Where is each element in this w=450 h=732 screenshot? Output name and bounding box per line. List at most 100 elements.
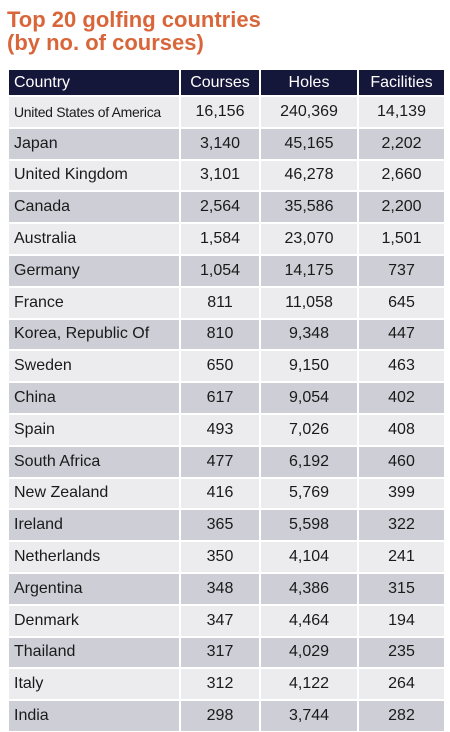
table-row: New Zealand 416 5,769 399 <box>9 478 444 509</box>
table-row: Spain 493 7,026 408 <box>9 414 444 445</box>
facilities-cell: 408 <box>359 414 444 445</box>
table-row: China 617 9,054 402 <box>9 383 444 413</box>
column-header-country: Country <box>9 70 179 95</box>
courses-cell: 810 <box>181 319 259 350</box>
country-cell: Thailand <box>9 637 179 668</box>
table-row: Ireland 365 5,598 322 <box>9 510 444 541</box>
country-cell: Denmark <box>9 605 179 636</box>
country-cell: Korea, Republic Of <box>9 319 179 350</box>
facilities-cell: 463 <box>359 351 444 382</box>
country-cell: Netherlands <box>9 542 179 572</box>
holes-cell: 240,369 <box>261 97 357 127</box>
courses-cell: 16,156 <box>181 97 259 127</box>
facilities-cell: 1,501 <box>359 224 444 254</box>
country-cell: Spain <box>9 414 179 445</box>
facilities-cell: 645 <box>359 287 444 318</box>
holes-cell: 6,192 <box>261 446 357 477</box>
courses-cell: 347 <box>181 605 259 636</box>
country-cell: Germany <box>9 255 179 286</box>
column-header-facilities: Facilities <box>359 70 444 95</box>
holes-cell: 7,026 <box>261 414 357 445</box>
table-row: South Africa 477 6,192 460 <box>9 446 444 477</box>
holes-cell: 35,586 <box>261 192 357 223</box>
holes-cell: 23,070 <box>261 224 357 254</box>
facilities-cell: 402 <box>359 383 444 413</box>
holes-cell: 4,464 <box>261 605 357 636</box>
table-row: United States of America 16,156 240,369 14,… <box>9 97 444 127</box>
holes-cell: 46,278 <box>261 160 357 191</box>
table-row: United Kingdom 3,101 46,278 2,660 <box>9 160 444 191</box>
country-cell: Italy <box>9 669 179 700</box>
holes-cell: 11,058 <box>261 287 357 318</box>
table-row: Australia 1,584 23,070 1,501 <box>9 224 444 254</box>
courses-cell: 493 <box>181 414 259 445</box>
table-body: United States of America 16,156 240,369 14,… <box>9 97 444 731</box>
courses-cell: 1,054 <box>181 255 259 286</box>
table-row: Netherlands 350 4,104 241 <box>9 542 444 572</box>
facilities-cell: 2,200 <box>359 192 444 223</box>
table-row: Italy 312 4,122 264 <box>9 669 444 700</box>
country-cell: United Kingdom <box>9 160 179 191</box>
facilities-cell: 2,660 <box>359 160 444 191</box>
facilities-cell: 322 <box>359 510 444 541</box>
chart-title: Top 20 golfing countries (by no. of cour… <box>7 8 443 54</box>
facilities-cell: 737 <box>359 255 444 286</box>
facilities-cell: 315 <box>359 573 444 604</box>
country-cell: China <box>9 383 179 413</box>
table-row: Denmark 347 4,464 194 <box>9 605 444 636</box>
holes-cell: 3,744 <box>261 701 357 731</box>
facilities-cell: 2,202 <box>359 128 444 159</box>
facilities-cell: 460 <box>359 446 444 477</box>
column-header-courses: Courses <box>181 70 259 95</box>
holes-cell: 9,150 <box>261 351 357 382</box>
table-row: Canada 2,564 35,586 2,200 <box>9 192 444 223</box>
holes-cell: 45,165 <box>261 128 357 159</box>
table-row: Japan 3,140 45,165 2,202 <box>9 128 444 159</box>
courses-cell: 348 <box>181 573 259 604</box>
facilities-cell: 447 <box>359 319 444 350</box>
courses-cell: 317 <box>181 637 259 668</box>
country-cell: France <box>9 287 179 318</box>
holes-cell: 4,029 <box>261 637 357 668</box>
holes-cell: 9,054 <box>261 383 357 413</box>
country-cell: Ireland <box>9 510 179 541</box>
table-row: Thailand 317 4,029 235 <box>9 637 444 668</box>
courses-cell: 650 <box>181 351 259 382</box>
country-cell: New Zealand <box>9 478 179 509</box>
country-cell: India <box>9 701 179 731</box>
facilities-cell: 399 <box>359 478 444 509</box>
chart-title-line-2: (by no. of courses) <box>7 30 204 55</box>
courses-cell: 3,140 <box>181 128 259 159</box>
holes-cell: 9,348 <box>261 319 357 350</box>
courses-cell: 811 <box>181 287 259 318</box>
courses-cell: 1,584 <box>181 224 259 254</box>
table-row: France 811 11,058 645 <box>9 287 444 318</box>
holes-cell: 4,104 <box>261 542 357 572</box>
facilities-cell: 235 <box>359 637 444 668</box>
holes-cell: 5,769 <box>261 478 357 509</box>
table-row: Argentina 348 4,386 315 <box>9 573 444 604</box>
facilities-cell: 241 <box>359 542 444 572</box>
courses-cell: 416 <box>181 478 259 509</box>
courses-cell: 365 <box>181 510 259 541</box>
table-row: Sweden 650 9,150 463 <box>9 351 444 382</box>
courses-cell: 350 <box>181 542 259 572</box>
country-cell: Japan <box>9 128 179 159</box>
facilities-cell: 194 <box>359 605 444 636</box>
golf-countries-table: Country Courses Holes Facilities United … <box>7 68 446 732</box>
holes-cell: 4,122 <box>261 669 357 700</box>
table-row: Korea, Republic Of 810 9,348 447 <box>9 319 444 350</box>
country-cell: Australia <box>9 224 179 254</box>
country-cell: United States of America <box>9 97 179 127</box>
holes-cell: 14,175 <box>261 255 357 286</box>
courses-cell: 312 <box>181 669 259 700</box>
facilities-cell: 264 <box>359 669 444 700</box>
chart-title-line-1: Top 20 golfing countries <box>7 7 261 32</box>
courses-cell: 477 <box>181 446 259 477</box>
table-header-row: Country Courses Holes Facilities <box>9 70 444 95</box>
courses-cell: 298 <box>181 701 259 731</box>
holes-cell: 4,386 <box>261 573 357 604</box>
column-header-holes: Holes <box>261 70 357 95</box>
courses-cell: 3,101 <box>181 160 259 191</box>
country-cell: Sweden <box>9 351 179 382</box>
